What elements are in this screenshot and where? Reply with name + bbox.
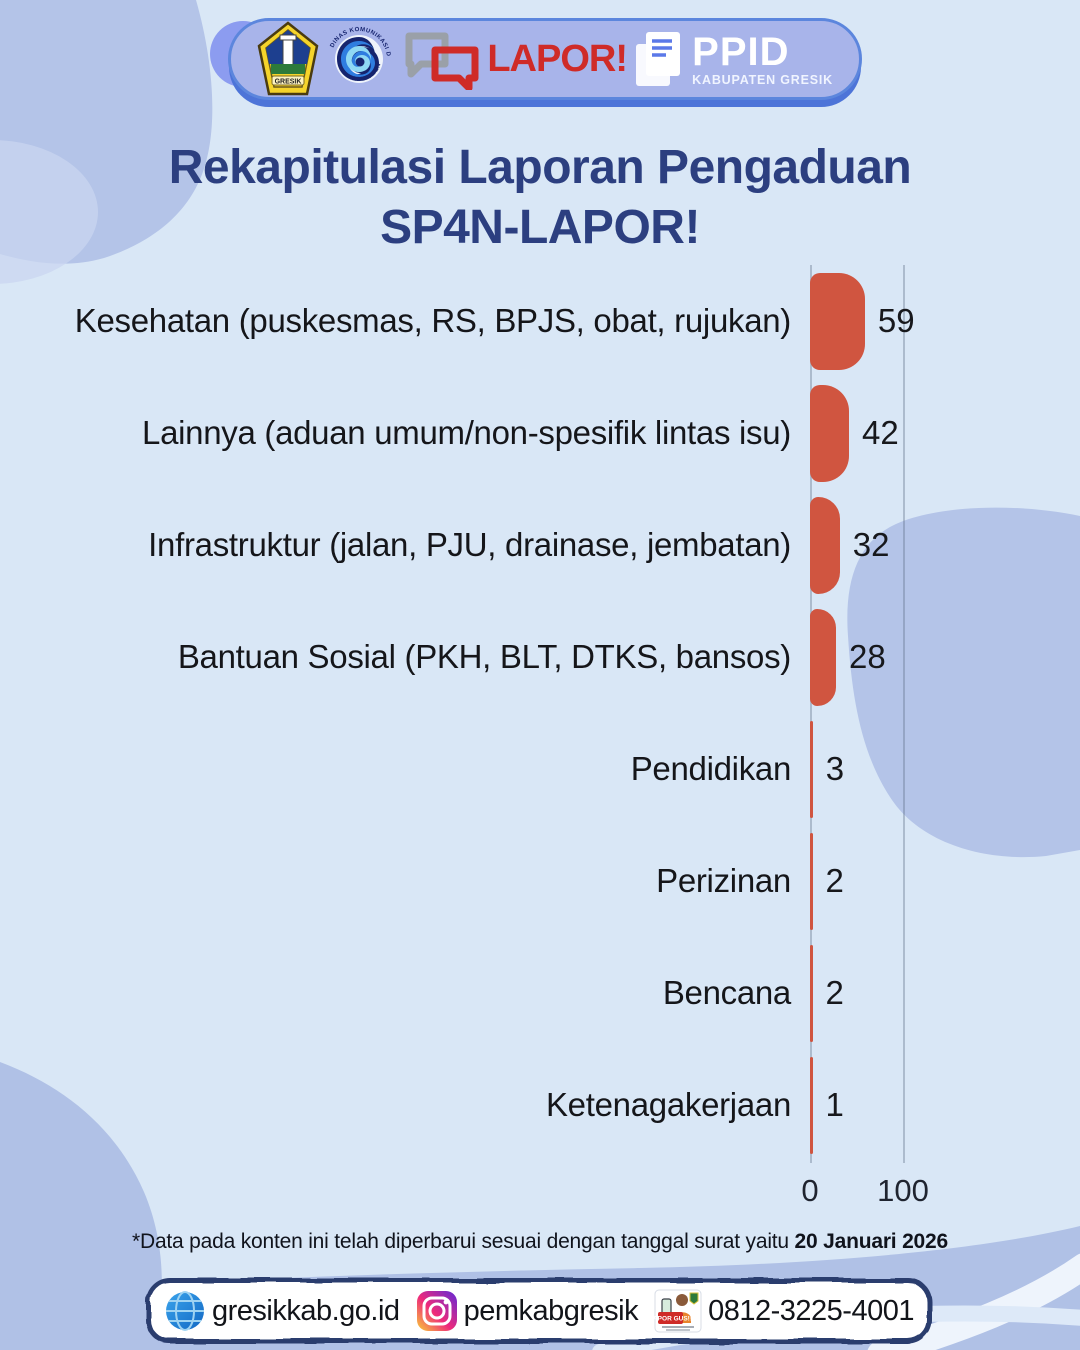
bar-area: 3: [810, 720, 1080, 818]
gridline-100: [903, 265, 905, 1163]
page-title: Rekapitulasi Laporan Pengaduan SP4N-LAPO…: [0, 138, 1080, 258]
chart-row: Pendidikan 3: [0, 713, 1080, 825]
lapor-gus-mascot-logo: LAPOR GUS!!: [654, 1289, 702, 1333]
chart-rows: Kesehatan (puskesmas, RS, BPJS, obat, ru…: [0, 265, 1080, 1161]
chart-row: Kesehatan (puskesmas, RS, BPJS, obat, ru…: [0, 265, 1080, 377]
bar: [810, 944, 813, 1042]
footnote-text: *Data pada konten ini telah diperbarui s…: [132, 1230, 795, 1253]
contact-bar-fill: [148, 1280, 930, 1342]
ppid-logo: PPID KABUPATEN GRESIK: [632, 28, 833, 90]
lapor-logo: LAPOR!: [399, 28, 628, 90]
bar: [810, 1056, 813, 1154]
chart-row: Ketenagakerjaan 1: [0, 1049, 1080, 1161]
ppid-title: PPID: [692, 29, 790, 74]
category-label: Lainnya (aduan umum/non-spesifik lintas …: [142, 414, 791, 451]
bar-area: 2: [810, 832, 1080, 930]
category-label: Perizinan: [656, 862, 791, 899]
globe-icon: [166, 1291, 204, 1331]
page-title-line2: SP4N-LAPOR!: [380, 201, 700, 254]
bar-value-label: 3: [825, 750, 845, 787]
bar: [810, 720, 813, 818]
header-logo-bar: GRESIK DINAS KOMUNIKASI DAN INFORMATIKA …: [228, 18, 862, 100]
x-tick-0: 0: [801, 1173, 819, 1208]
category-label: Ketenagakerjaan: [545, 1086, 791, 1123]
website-text: gresikkab.go.id: [212, 1294, 400, 1327]
chart-row: Lainnya (aduan umum/non-spesifik lintas …: [0, 377, 1080, 489]
bar-value-label: 28: [849, 638, 886, 675]
bar-area: 1: [810, 1056, 1080, 1154]
instagram-icon: [416, 1291, 457, 1331]
bar: [810, 272, 865, 370]
blob-bottom-left: [0, 1062, 162, 1350]
kominfo-gresik-logo: DINAS KOMUNIKASI DAN INFORMATIKA KABUPAT…: [324, 24, 390, 83]
contact-bar: gresikkab.go.id pemkabgresik: [146, 1278, 932, 1344]
axis-line-zero: [810, 265, 812, 1163]
lapor-gus-badge-text: LAPOR GUS!!: [654, 1316, 692, 1323]
phone-text: 0812-3225-4001: [708, 1294, 914, 1327]
chart-row: Bencana 2: [0, 937, 1080, 1049]
chart-row: Perizinan 2: [0, 825, 1080, 937]
blob-right: [847, 507, 1080, 858]
bar-value-label: 1: [825, 1086, 844, 1123]
bar: [810, 608, 837, 706]
instagram-contact: pemkabgresik: [416, 1290, 639, 1332]
bar-area: 42: [810, 384, 1080, 482]
bar-area: 59: [810, 272, 1080, 370]
ppid-subtitle: KABUPATEN GRESIK: [692, 72, 833, 87]
phone-contact: LAPOR GUS!! 0812-3225-4001: [654, 1289, 914, 1333]
blob-top-left-highlight: [0, 140, 98, 284]
gresik-crest-label: GRESIK: [275, 79, 302, 86]
category-label: Bantuan Sosial (PKH, BLT, DTKS, bansos): [177, 638, 791, 675]
bar-area: 32: [810, 496, 1080, 594]
page-title-line1: Rekapitulasi Laporan Pengaduan: [168, 141, 912, 194]
lapor-logo-text: LAPOR!: [487, 37, 628, 80]
chart-row: Infrastruktur (jalan, PJU, drainase, jem…: [0, 489, 1080, 601]
website-contact: gresikkab.go.id: [164, 1290, 400, 1332]
bar: [810, 496, 840, 594]
bar: [810, 384, 850, 482]
footnote-date: 20 Januari 2026: [794, 1230, 949, 1253]
category-label: Infrastruktur (jalan, PJU, drainase, jem…: [148, 526, 791, 563]
bar-area: 28: [810, 608, 1080, 706]
ppid-document-icon: [636, 32, 681, 86]
instagram-text: pemkabgresik: [463, 1294, 639, 1327]
category-label: Kesehatan (puskesmas, RS, BPJS, obat, ru…: [74, 302, 792, 339]
bar-area: 2: [810, 944, 1080, 1042]
x-tick-100: 100: [877, 1173, 929, 1208]
category-label: Pendidikan: [630, 750, 792, 787]
bar-value-label: 32: [852, 526, 890, 563]
bar-value-label: 59: [877, 302, 915, 339]
bar: [810, 832, 813, 930]
gresik-crest-logo: GRESIK: [257, 21, 319, 96]
bar-value-label: 2: [825, 974, 844, 1011]
chart-row: Bantuan Sosial (PKH, BLT, DTKS, bansos) 2…: [0, 601, 1080, 713]
lapor-speech-bubbles-icon: [405, 32, 479, 90]
bar-value-label: 42: [862, 414, 899, 451]
bar-chart: Kesehatan (puskesmas, RS, BPJS, obat, ru…: [0, 265, 1080, 1208]
category-label: Bencana: [662, 974, 791, 1011]
footnote: *Data pada konten ini telah diperbarui s…: [0, 1230, 1080, 1254]
bar-value-label: 2: [825, 862, 844, 899]
